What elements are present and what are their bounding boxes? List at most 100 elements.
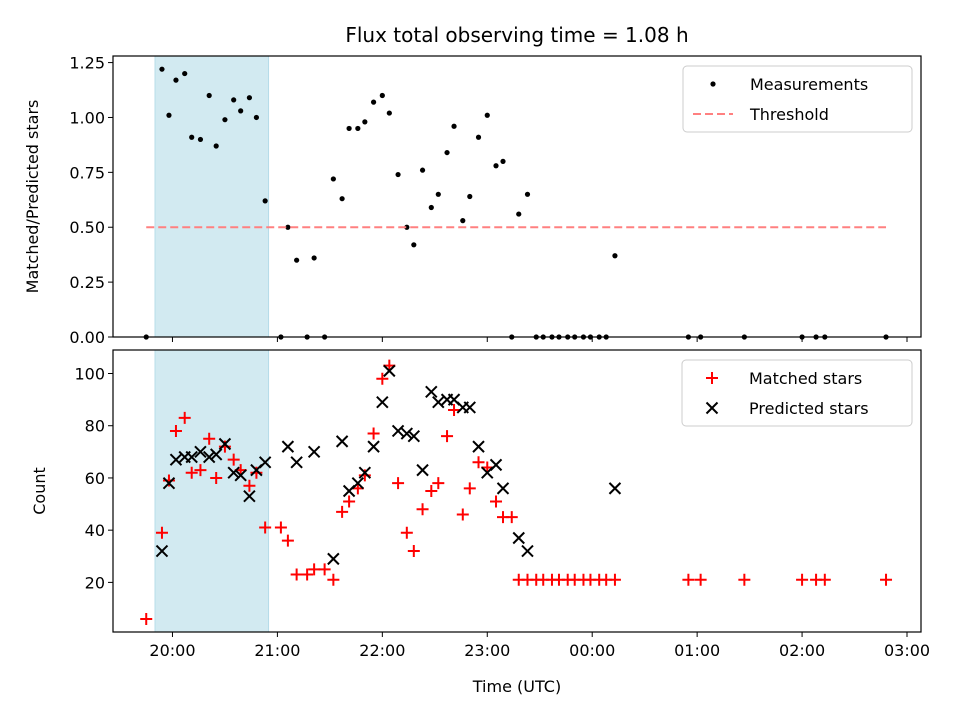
legend-dot-icon bbox=[710, 81, 716, 87]
y-tick-label: 1.00 bbox=[69, 108, 105, 127]
matched-stars-point bbox=[210, 471, 223, 484]
predicted-stars-point bbox=[155, 544, 169, 558]
legend-label: Predicted stars bbox=[749, 399, 869, 418]
measurement-point bbox=[285, 224, 291, 230]
matched-stars-point bbox=[682, 573, 695, 586]
matched-stars-point bbox=[367, 427, 380, 440]
measurement-point bbox=[213, 143, 219, 149]
measurement-point bbox=[362, 119, 368, 125]
predicted-stars-point bbox=[512, 531, 525, 545]
x-tick-label: 02:00 bbox=[779, 641, 825, 660]
matched-stars-point bbox=[796, 573, 809, 586]
ratio-panel: 0.00 0.25 0.50 0.75 1.00 1.25 Matched/Predict… bbox=[23, 54, 922, 347]
count-y-axis: 20 40 60 80 100 bbox=[74, 365, 113, 592]
legend-label: Measurements bbox=[750, 75, 868, 94]
measurement-point bbox=[197, 136, 204, 143]
x-tick-label: 00:00 bbox=[569, 641, 615, 660]
y-tick-label: 1.25 bbox=[69, 54, 105, 73]
matched-stars-point bbox=[407, 545, 420, 558]
matched-stars-point bbox=[738, 573, 751, 586]
matched-stars-point bbox=[301, 568, 314, 581]
matched-stars-point bbox=[281, 534, 294, 547]
x-tick-label: 22:00 bbox=[359, 641, 405, 660]
measurement-point bbox=[379, 92, 385, 99]
measurement-point bbox=[370, 99, 377, 105]
time-x-axis: 20:00 21:00 22:00 23:00 00:00 01:00 02:00 03:00 bbox=[149, 632, 930, 660]
measurement-point bbox=[262, 198, 268, 204]
matched-stars-point bbox=[343, 495, 356, 508]
matched-stars-point bbox=[169, 424, 182, 437]
y-tick-label: 80 bbox=[85, 417, 105, 436]
predicted-stars-point bbox=[185, 450, 198, 464]
time-axis-label: Time (UTC) bbox=[472, 677, 561, 696]
matched-stars-point bbox=[432, 477, 445, 490]
x-tick-label: 23:00 bbox=[464, 641, 510, 660]
x-tick-label: 01:00 bbox=[674, 641, 720, 660]
matched-stars-point bbox=[203, 432, 216, 445]
predicted-stars-point bbox=[432, 396, 445, 409]
predicted-stars-point bbox=[162, 476, 176, 490]
matched-stars-point bbox=[505, 511, 518, 524]
predicted-stars-point bbox=[327, 552, 340, 566]
ratio-x-axis bbox=[171, 337, 908, 342]
y-tick-label: 0.50 bbox=[69, 218, 105, 237]
measurement-point bbox=[411, 242, 417, 248]
measurement-point bbox=[467, 193, 473, 200]
matched-stars-point bbox=[290, 568, 303, 581]
predicted-stars-point bbox=[376, 396, 389, 409]
ratio-y-axis-label: Matched/Predicted stars bbox=[23, 100, 42, 294]
ratio-y-axis: 0.00 0.25 0.50 0.75 1.00 1.25 bbox=[69, 54, 113, 347]
measurement-point bbox=[311, 255, 317, 261]
measurement-point bbox=[238, 108, 244, 114]
matched-stars-point bbox=[694, 573, 707, 586]
measurement-point bbox=[182, 70, 188, 77]
matched-stars-point bbox=[376, 372, 389, 385]
matched-stars-point bbox=[318, 563, 331, 576]
measurement-point bbox=[612, 253, 618, 259]
matched-stars-point bbox=[327, 573, 340, 586]
measurement-point bbox=[493, 163, 499, 169]
predicted-stars-point bbox=[281, 440, 295, 453]
predicted-stars-point bbox=[358, 466, 372, 479]
predicted-stars-point bbox=[521, 544, 534, 558]
predicted-stars-point bbox=[290, 456, 303, 469]
matched-stars-point bbox=[308, 563, 321, 576]
measurement-point bbox=[159, 66, 165, 72]
matched-stars-point bbox=[448, 404, 461, 417]
predicted-stars-point bbox=[472, 440, 485, 453]
predicted-stars-point bbox=[496, 482, 510, 495]
predicted-stars-point bbox=[608, 482, 622, 495]
measurement-point bbox=[253, 114, 260, 121]
count-y-axis-label: Count bbox=[30, 467, 49, 515]
measurement-point bbox=[500, 158, 506, 164]
matched-stars-point bbox=[274, 521, 287, 534]
matched-stars-point bbox=[441, 430, 454, 443]
matched-stars-point bbox=[472, 456, 485, 469]
predicted-stars-point bbox=[407, 429, 421, 443]
ratio-marks bbox=[143, 66, 889, 340]
predicted-stars-point bbox=[335, 435, 349, 448]
matched-stars-point bbox=[259, 521, 272, 534]
predicted-stars-point bbox=[194, 445, 207, 459]
measurement-point bbox=[516, 211, 522, 217]
legend-plus-icon bbox=[706, 372, 718, 384]
measurement-point bbox=[246, 95, 253, 101]
measurement-point bbox=[173, 77, 179, 83]
matched-stars-point bbox=[227, 453, 240, 466]
matched-stars-point bbox=[818, 573, 831, 586]
predicted-stars-point bbox=[425, 385, 438, 398]
measurement-point bbox=[395, 171, 401, 178]
chart-title: Flux total observing time = 1.08 h bbox=[345, 23, 688, 47]
measurement-point bbox=[524, 191, 531, 197]
predicted-stars-point bbox=[351, 476, 365, 490]
measurement-point bbox=[404, 224, 410, 230]
matched-stars-point bbox=[456, 508, 469, 521]
observing-window-band bbox=[154, 55, 270, 338]
matched-stars-point bbox=[243, 479, 256, 492]
predicted-stars-point bbox=[243, 490, 256, 503]
measurement-point bbox=[346, 125, 352, 132]
count-panel-frame bbox=[112, 349, 922, 633]
x-tick-label: 03:00 bbox=[884, 641, 930, 660]
x-tick-label: 21:00 bbox=[254, 641, 300, 660]
